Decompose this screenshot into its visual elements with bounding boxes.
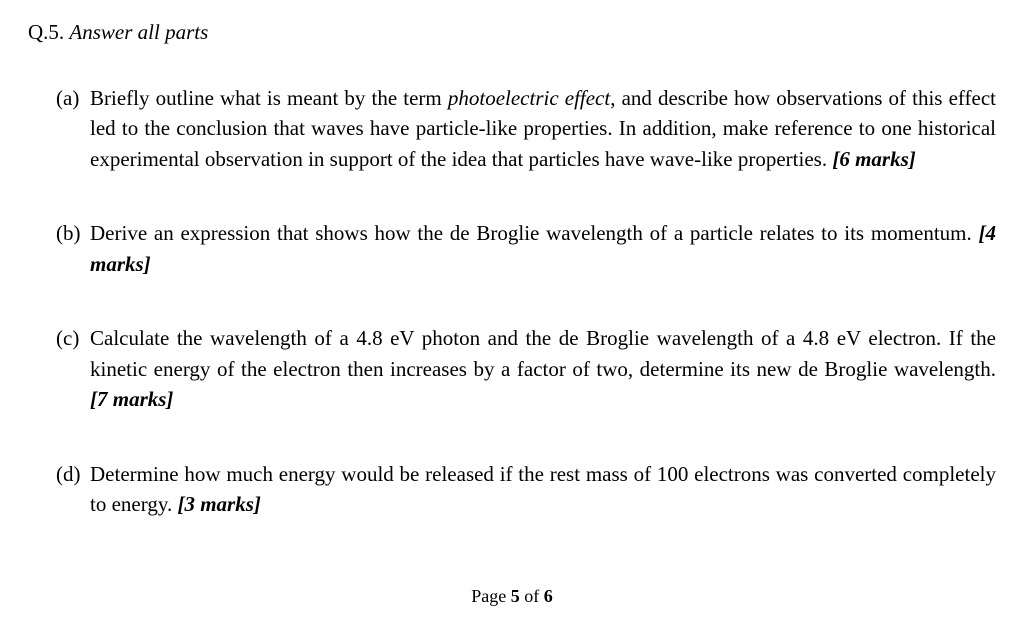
part-marks: [7 marks] (90, 387, 173, 411)
footer-total-pages: 6 (544, 586, 553, 606)
part-body: Briefly outline what is meant by the ter… (90, 83, 996, 174)
part-body: Determine how much energy would be relea… (90, 459, 996, 520)
exam-page: Q.5. Answer all parts (a)Briefly outline… (0, 0, 1024, 627)
question-part: (a)Briefly outline what is meant by the … (56, 83, 996, 174)
question-header: Q.5. Answer all parts (28, 20, 996, 45)
footer-middle: of (520, 586, 544, 606)
footer-current-page: 5 (511, 586, 520, 606)
part-text: Briefly outline what is meant by the ter… (90, 86, 448, 110)
question-part: (b)Derive an expression that shows how t… (56, 218, 996, 279)
part-label: (b) (56, 218, 90, 279)
part-label: (d) (56, 459, 90, 520)
question-part: (c)Calculate the wavelength of a 4.8 eV … (56, 323, 996, 414)
part-text: Calculate the wavelength of a 4.8 eV pho… (90, 326, 996, 380)
part-marks: [6 marks] (832, 147, 915, 171)
question-instruction: Answer all parts (69, 20, 208, 44)
question-part: (d)Determine how much energy would be re… (56, 459, 996, 520)
part-body: Derive an expression that shows how the … (90, 218, 996, 279)
part-text: Derive an expression that shows how the … (90, 221, 979, 245)
question-parts: (a)Briefly outline what is meant by the … (28, 83, 996, 519)
question-number: Q.5. (28, 20, 64, 44)
part-marks: [3 marks] (177, 492, 260, 516)
part-label: (c) (56, 323, 90, 414)
footer-prefix: Page (471, 586, 511, 606)
part-body: Calculate the wavelength of a 4.8 eV pho… (90, 323, 996, 414)
part-label: (a) (56, 83, 90, 174)
part-text: photoelectric effect (448, 86, 610, 110)
page-footer: Page 5 of 6 (0, 586, 1024, 607)
